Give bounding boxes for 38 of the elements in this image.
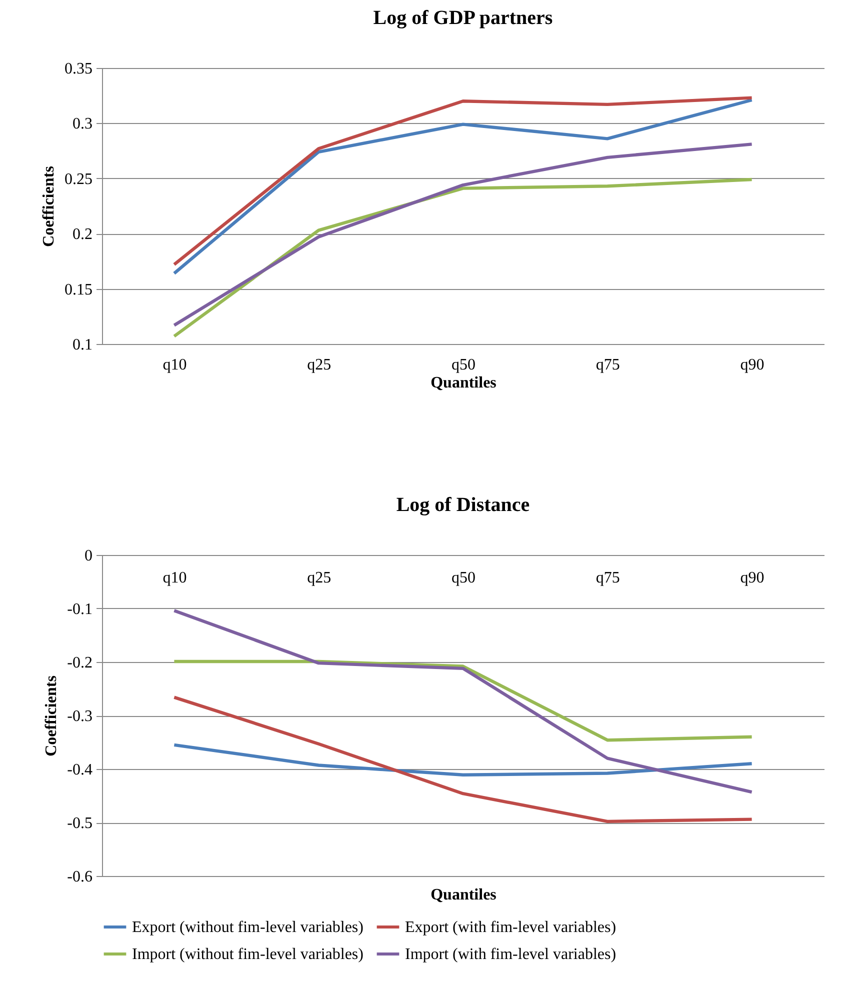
y-tick-label: 0	[84, 548, 92, 564]
x-tick-label: q25	[307, 570, 332, 586]
x-axis-title: Quantiles	[430, 374, 496, 392]
y-tick-label: -0.2	[67, 654, 92, 672]
legend-label: Import (with fim-level variables)	[405, 946, 616, 963]
y-tick-label: -0.4	[67, 762, 92, 778]
legend-label: Export (without fim-level variables)	[132, 919, 364, 936]
y-tick-label: 0.3	[72, 116, 92, 133]
line-series	[172, 660, 754, 742]
x-tick-label: q90	[740, 570, 764, 586]
x-tick-label: q90	[740, 356, 764, 374]
y-tick-label: -0.6	[67, 868, 92, 886]
y-tick-label: 0.25	[64, 170, 92, 188]
y-tick-label: 0.1	[72, 336, 92, 354]
legend-label: Import (without fim-level variables)	[132, 946, 364, 963]
y-tick-label: 0.2	[72, 226, 92, 244]
chart-title: Log of GDP partners	[373, 7, 553, 29]
x-tick-label: q25	[307, 356, 332, 374]
chart-title: Log of Distance	[396, 494, 530, 516]
y-tick-label: 0.35	[64, 60, 92, 78]
y-axis-title: Coefficients	[40, 166, 58, 247]
x-tick-label: q10	[162, 356, 187, 374]
x-axis-title: Quantiles	[430, 886, 496, 904]
line-series	[172, 696, 754, 824]
x-tick-label: q75	[596, 356, 620, 374]
x-tick-label: q10	[162, 570, 187, 586]
y-axis-title: Coefficients	[43, 676, 60, 756]
line-series	[172, 142, 754, 327]
line-series	[172, 609, 754, 794]
y-tick-label: 0.15	[64, 281, 92, 298]
x-tick-label: q50	[452, 356, 476, 374]
legend-label: Export (with fim-level variables)	[405, 919, 616, 936]
y-tick-label: -0.5	[67, 815, 92, 832]
x-tick-label: q75	[596, 570, 620, 586]
line-series	[172, 743, 754, 776]
y-tick-label: -0.3	[67, 708, 92, 725]
y-tick-label: -0.1	[67, 601, 92, 618]
x-tick-label: q50	[452, 570, 476, 586]
